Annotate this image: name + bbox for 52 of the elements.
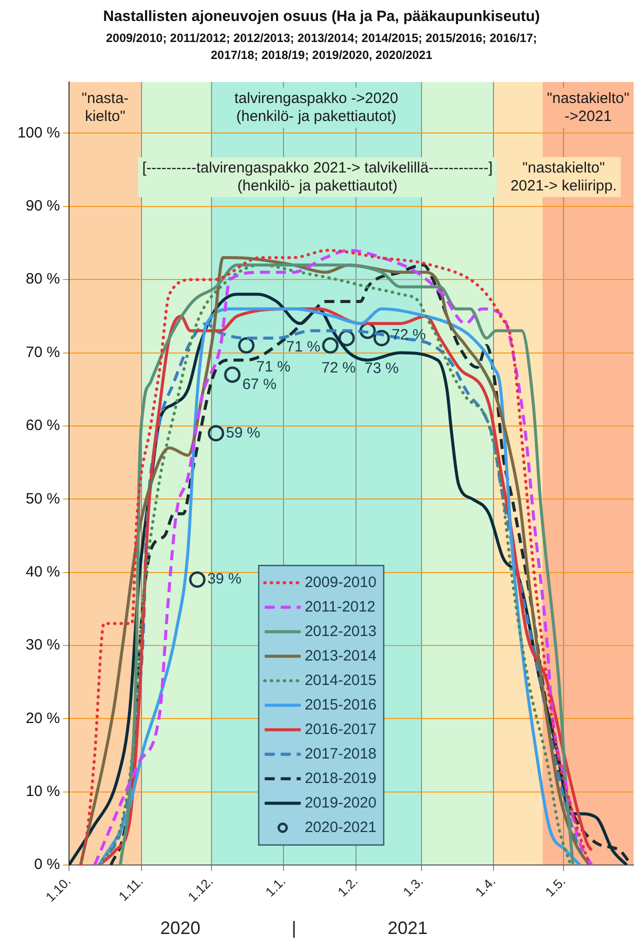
band-label: talvirengaspakko ->2020 (henkilö- ja pakettiautot) (234, 90, 398, 125)
legend-label: 2012-2013 (304, 622, 376, 640)
legend-label: 2015-2016 (304, 696, 376, 714)
point (373, 330, 390, 346)
text: 2020 (160, 918, 200, 939)
y-tick-label: 40 % (26, 563, 60, 580)
text: | (292, 918, 296, 939)
band-label: "nastakielto" 2021-> keliiripp. (510, 159, 617, 194)
x-tick-label: 1.4. (472, 874, 498, 900)
legend-label: 2014-2015 (304, 672, 376, 689)
point (189, 571, 206, 588)
chart-subtitle: 2009/2010; 2011/2012; 2012/2013; 2013/2014; 2014/2015; 2015/2016; 2016/17; 2017/18; 2018/19; 2019/2020, 2020/2021 (104, 30, 538, 64)
chart-title: Nastallisten ajoneuvojen osuus (Ha ja Pa, pääkaupunkiseutu) (102, 7, 541, 25)
data-label: 71 % (256, 358, 291, 376)
legend-label: 2017-2018 (304, 745, 376, 762)
data-label: 72 % (322, 359, 356, 376)
y-tick-label: 20 % (26, 710, 60, 727)
point (224, 366, 241, 383)
point (238, 337, 255, 354)
band-label: "nasta- kielto" (82, 90, 129, 125)
legend-label: 2016-2017 (304, 720, 376, 738)
y-tick-label: 100 % (17, 124, 60, 142)
x-tick-label: 1.5. (542, 874, 568, 900)
legend-label: 2009-2010 (304, 574, 376, 591)
x-tick-label: 1.2. (334, 874, 361, 900)
data-label: 67 % (242, 376, 277, 393)
data-label: 73 % (364, 360, 399, 377)
point (338, 330, 355, 346)
legend-label: 2018-2019 (304, 770, 376, 787)
legend-label: 2019-2020 (304, 794, 376, 812)
y-tick-label: 80 % (26, 270, 60, 288)
y-tick-label: 50 % (26, 490, 60, 508)
x-tick-label: 1.3. (400, 874, 426, 900)
legend-label: 2020-2021 (304, 818, 376, 836)
x-tick-label: 1.1. (262, 874, 288, 900)
point (322, 337, 339, 354)
legend-label: 2013-2014 (304, 647, 376, 664)
x-tick-label: 1.11. (116, 874, 146, 904)
data-label: 71 % (286, 338, 320, 356)
y-tick-label: 60 % (26, 417, 60, 434)
y-tick-label: 0 % (34, 856, 60, 874)
y-tick-label: 10 % (26, 782, 60, 800)
y-tick-label: 90 % (26, 198, 60, 215)
point (208, 425, 224, 442)
band-label: "nastakielto" ->2021 (546, 90, 630, 125)
data-label: 59 % (226, 424, 260, 442)
data-label: 39 % (207, 570, 242, 588)
y-tick-label: 30 % (26, 636, 60, 654)
text: 2021 (388, 918, 428, 939)
y-tick-label: 70 % (26, 344, 60, 361)
band-label: [----------talvirengaspakko 2021-> talvikelillä------------] (henkilö- ja pakettiautot) (142, 159, 493, 194)
legend-label: 2011-2012 (304, 598, 376, 616)
